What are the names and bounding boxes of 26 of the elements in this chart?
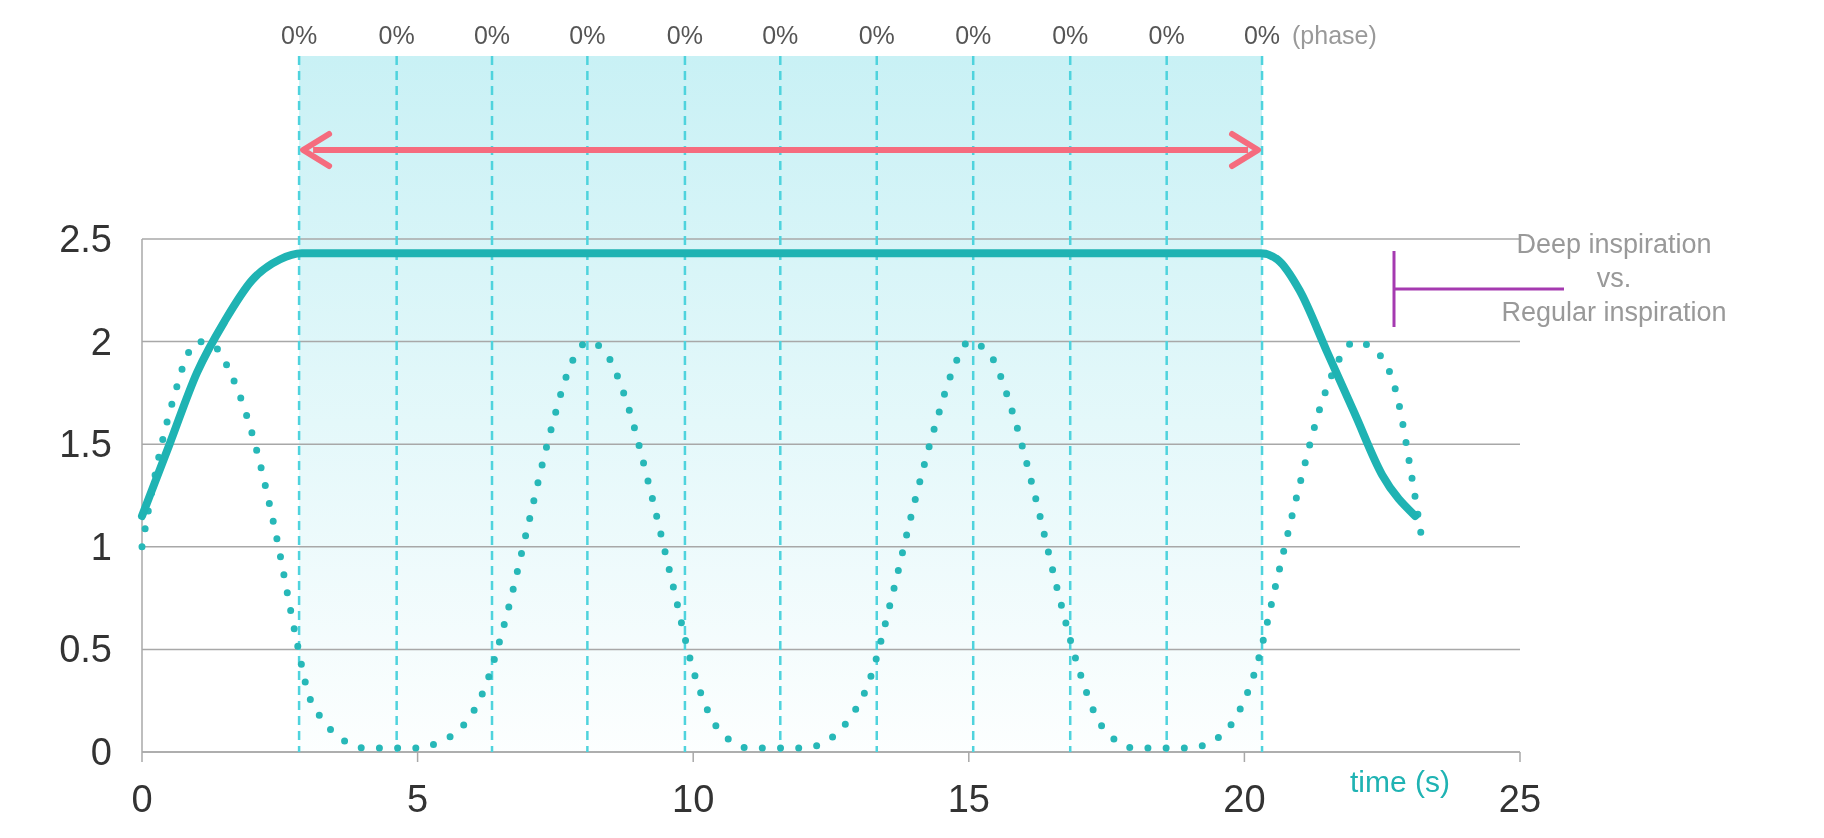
y-tick-label: 1 — [90, 525, 112, 568]
text: 0% — [1243, 21, 1281, 49]
text: 0% — [281, 21, 318, 49]
text: 0% — [473, 21, 511, 49]
text: 0% — [955, 21, 992, 49]
x-tick-label: 0 — [131, 778, 153, 820]
text: 0% — [762, 21, 799, 49]
y-tick-label: 0.5 — [59, 628, 112, 671]
x-tick-label: 25 — [1498, 778, 1542, 820]
x-tick-label: 10 — [672, 778, 715, 820]
text: 0% — [378, 21, 415, 49]
x-tick-label: 5 — [407, 778, 429, 820]
y-tick-label: 0 — [90, 731, 112, 773]
text: (phase) — [1292, 21, 1377, 49]
y-tick-label: 1.5 — [59, 423, 112, 466]
text: 0% — [666, 21, 703, 49]
x-tick-label: 15 — [947, 778, 990, 820]
y-tick-label: 2 — [90, 320, 112, 363]
text: 0% — [1148, 21, 1185, 49]
y-tick-label: 2.5 — [59, 218, 112, 260]
text: 0% — [858, 21, 895, 49]
text: 0% — [1052, 21, 1089, 49]
x-axis-title: time (s) — [1350, 765, 1450, 798]
text: 0% — [569, 21, 606, 49]
annotation: Deep inspiration vs. Regular inspiration — [1501, 229, 1727, 327]
x-tick-label: 20 — [1223, 778, 1266, 820]
